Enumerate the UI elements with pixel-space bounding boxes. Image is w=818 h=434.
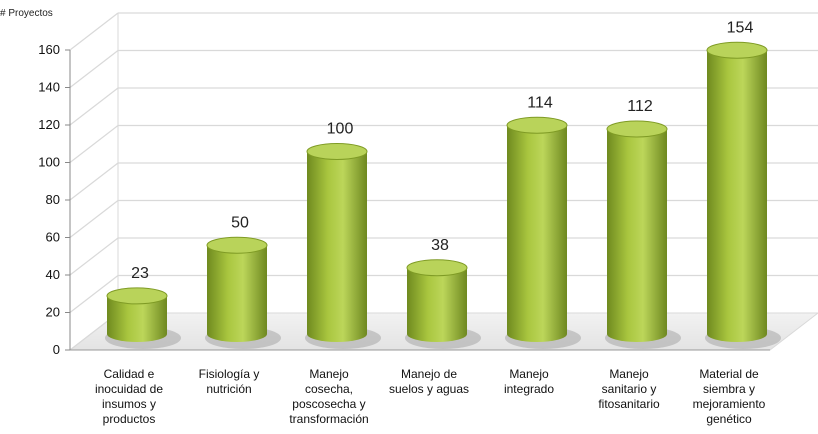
bar-body — [107, 295, 167, 342]
y-axis: 0 20 40 60 80 100 120 140 160 — [38, 42, 770, 357]
y-tick-label: 80 — [46, 192, 60, 207]
gridline-side — [69, 237, 119, 276]
gridline-side — [69, 50, 119, 88]
bar-body — [507, 125, 567, 342]
gridline-side — [69, 87, 119, 126]
bar-top — [606, 120, 668, 138]
data-label: 154 — [727, 19, 754, 36]
gridline-side — [69, 162, 119, 201]
bar-body — [607, 129, 667, 342]
data-label: 50 — [231, 214, 249, 231]
gridline-side — [69, 12, 119, 51]
data-labels: 23 50 100 38 114 112 154 — [131, 19, 753, 282]
category-label: Fisiología y nutrición — [199, 367, 260, 396]
category-label: Calidad e inocuidad de insumos y productos — [95, 367, 163, 426]
bar-top — [506, 116, 568, 134]
y-axis-title: # Proyectos — [0, 8, 53, 19]
data-label: 100 — [327, 121, 354, 138]
bar-body — [207, 245, 267, 342]
data-label: 112 — [627, 98, 653, 115]
bars — [105, 41, 781, 349]
category-label: Material de siembra y mejoramiento genético — [693, 367, 766, 426]
bar-top — [206, 236, 268, 254]
gridline-side — [69, 200, 119, 238]
bar-body — [307, 151, 367, 342]
bar — [405, 259, 481, 349]
data-label: 114 — [527, 94, 553, 111]
bar-top — [406, 259, 468, 277]
bar — [105, 287, 181, 349]
y-tick-label: 40 — [46, 267, 60, 282]
bar-body — [707, 50, 767, 342]
y-tick-label: 20 — [46, 305, 60, 320]
bar-top — [306, 143, 368, 160]
y-tick-label: 60 — [46, 230, 60, 245]
category-label: Manejo integrado — [504, 367, 554, 396]
category-label: Manejo de suelos y aguas — [389, 367, 469, 396]
category-label: Manejo cosecha, poscosecha y transformación — [289, 367, 368, 426]
bar — [605, 120, 681, 349]
category-label: Manejo sanitario y fitosanitario — [598, 367, 660, 411]
category-labels: Calidad e inocuidad de insumos y productos F… — [95, 367, 766, 426]
y-tick-label: 160 — [38, 42, 60, 57]
data-label: 23 — [131, 265, 149, 282]
y-tick-label: 120 — [38, 117, 60, 132]
bar — [705, 41, 781, 349]
bar-top — [706, 41, 768, 59]
bar-top — [106, 287, 168, 305]
y-tick-label: 100 — [38, 155, 60, 170]
bar — [305, 143, 381, 349]
y-tick-label: 0 — [53, 342, 60, 357]
gridline-side — [69, 125, 119, 163]
bar — [205, 236, 281, 349]
bar — [505, 116, 581, 349]
y-tick-label: 140 — [38, 80, 60, 95]
gridline-side — [69, 275, 119, 313]
bar-body — [407, 267, 467, 342]
data-label: 38 — [431, 237, 449, 254]
